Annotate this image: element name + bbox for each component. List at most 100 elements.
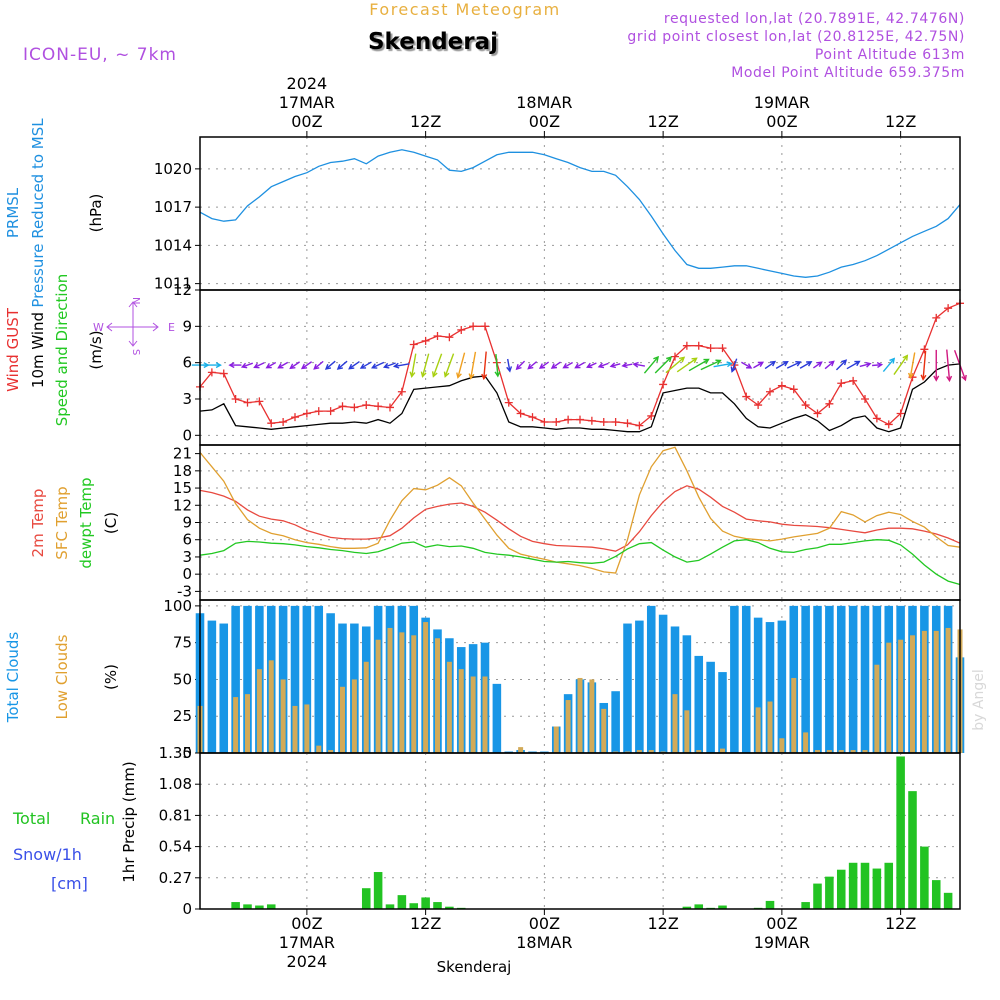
y-tick-label: 12 [173, 496, 192, 514]
bar [898, 639, 904, 753]
wind-arrow-head [769, 360, 777, 367]
compass-west: W [93, 321, 104, 334]
bar [720, 748, 725, 753]
bar [421, 897, 430, 909]
gust-marker [587, 416, 596, 425]
wind-arrow [610, 363, 621, 367]
bar [836, 869, 846, 909]
bar [755, 707, 761, 753]
wind-arrow-head [715, 359, 722, 365]
panel-label: Wind GUST [4, 307, 22, 392]
wind-arrow-head [431, 371, 438, 378]
wind-arrow-head [795, 361, 802, 367]
time-label-top: 00Z [529, 112, 560, 131]
wind-arrow-head [382, 362, 390, 369]
panel-label: (%) [102, 664, 120, 690]
bar [351, 679, 357, 753]
model-point-altitude: Model Point Altitude 659.375m [731, 65, 965, 81]
wind-arrow [799, 361, 812, 369]
compass-ns-arrow [128, 301, 138, 347]
bar [290, 605, 300, 753]
wind-arrow-head [265, 363, 272, 369]
gust-marker [837, 379, 846, 388]
gust-marker [647, 411, 656, 420]
time-label-top: 12Z [885, 112, 916, 131]
panel-label: dewpt Temp [77, 477, 95, 568]
y-tick-label: 25 [173, 707, 192, 725]
bar [446, 661, 452, 753]
wind-arrow [360, 361, 372, 369]
gust-marker [932, 313, 941, 322]
wind-arrow [633, 363, 646, 367]
wind-arrow-head [574, 363, 581, 369]
bar [245, 694, 250, 753]
bar [577, 677, 583, 753]
gust-marker [849, 376, 858, 385]
bar [611, 691, 620, 753]
wind-arrow-head [621, 362, 628, 369]
y-tick-label: 3 [182, 390, 192, 408]
bar [256, 669, 262, 753]
panel-pressure: 1011 1014 1017 1020 PRMSL Pressure Reduced to… [4, 118, 961, 308]
gust-marker [504, 398, 513, 407]
wind-arrow-head [420, 371, 427, 378]
bar [848, 862, 858, 909]
wind-arrow-head [691, 357, 698, 364]
wind-arrow [643, 356, 659, 374]
wind-arrow [372, 361, 385, 369]
bar [682, 635, 692, 753]
bar [718, 672, 727, 753]
bar [219, 623, 229, 753]
series-line-2m-temp [199, 485, 961, 552]
wind-arrow [786, 361, 801, 369]
y-tick-label: 6 [182, 531, 192, 549]
requested-coords: requested lon,lat (20.7891E, 42.7476N) [664, 11, 965, 27]
y-tick-label: 0.54 [159, 838, 192, 856]
wind-arrow [337, 360, 348, 370]
bar [682, 906, 692, 909]
panel-frame [199, 752, 961, 910]
bar [767, 701, 773, 753]
panel-label: Low Clouds [53, 634, 71, 719]
wind-arrow-head [933, 375, 940, 382]
time-label-bottom: 17MAR [279, 933, 335, 952]
bar [375, 639, 381, 753]
bar [910, 635, 915, 753]
bar [302, 605, 312, 753]
panel-clouds: 0 25 50 75 100 Total Clouds Low Clouds (%) [4, 597, 965, 762]
wind-arrow-head [889, 357, 896, 364]
wind-arrow [384, 362, 396, 368]
wind-arrow-head [828, 360, 835, 367]
bar [694, 655, 704, 753]
gust-marker [326, 407, 335, 416]
wind-arrow [846, 360, 860, 370]
y-tick-label: 0 [182, 565, 192, 583]
wind-arrow [775, 361, 788, 369]
bar [363, 661, 369, 753]
bar [921, 630, 927, 753]
bar [423, 622, 429, 753]
wind-arrow-head [494, 371, 501, 378]
wind-arrow [741, 361, 752, 369]
wind-arrow [575, 361, 585, 369]
gust-marker [564, 415, 573, 424]
bar [316, 745, 322, 753]
bar [801, 902, 810, 909]
bar [920, 846, 929, 909]
y-tick-label: 1.35 [159, 744, 192, 762]
wind-arrow-head [443, 371, 450, 378]
wind-arrow [909, 352, 916, 378]
wind-arrow [551, 361, 561, 369]
gust-marker [825, 399, 834, 408]
gust-marker [397, 387, 406, 396]
wind-arrow [654, 356, 672, 374]
time-label-top: 00Z [291, 112, 322, 131]
gust-marker [374, 402, 383, 411]
wind-arrow-head [757, 361, 765, 368]
bar [872, 868, 882, 909]
wind-arrow [922, 350, 927, 380]
compass-north: N [130, 297, 141, 304]
wind-arrow [731, 358, 738, 372]
bar [231, 902, 240, 909]
y-tick-label: 3 [182, 548, 192, 566]
